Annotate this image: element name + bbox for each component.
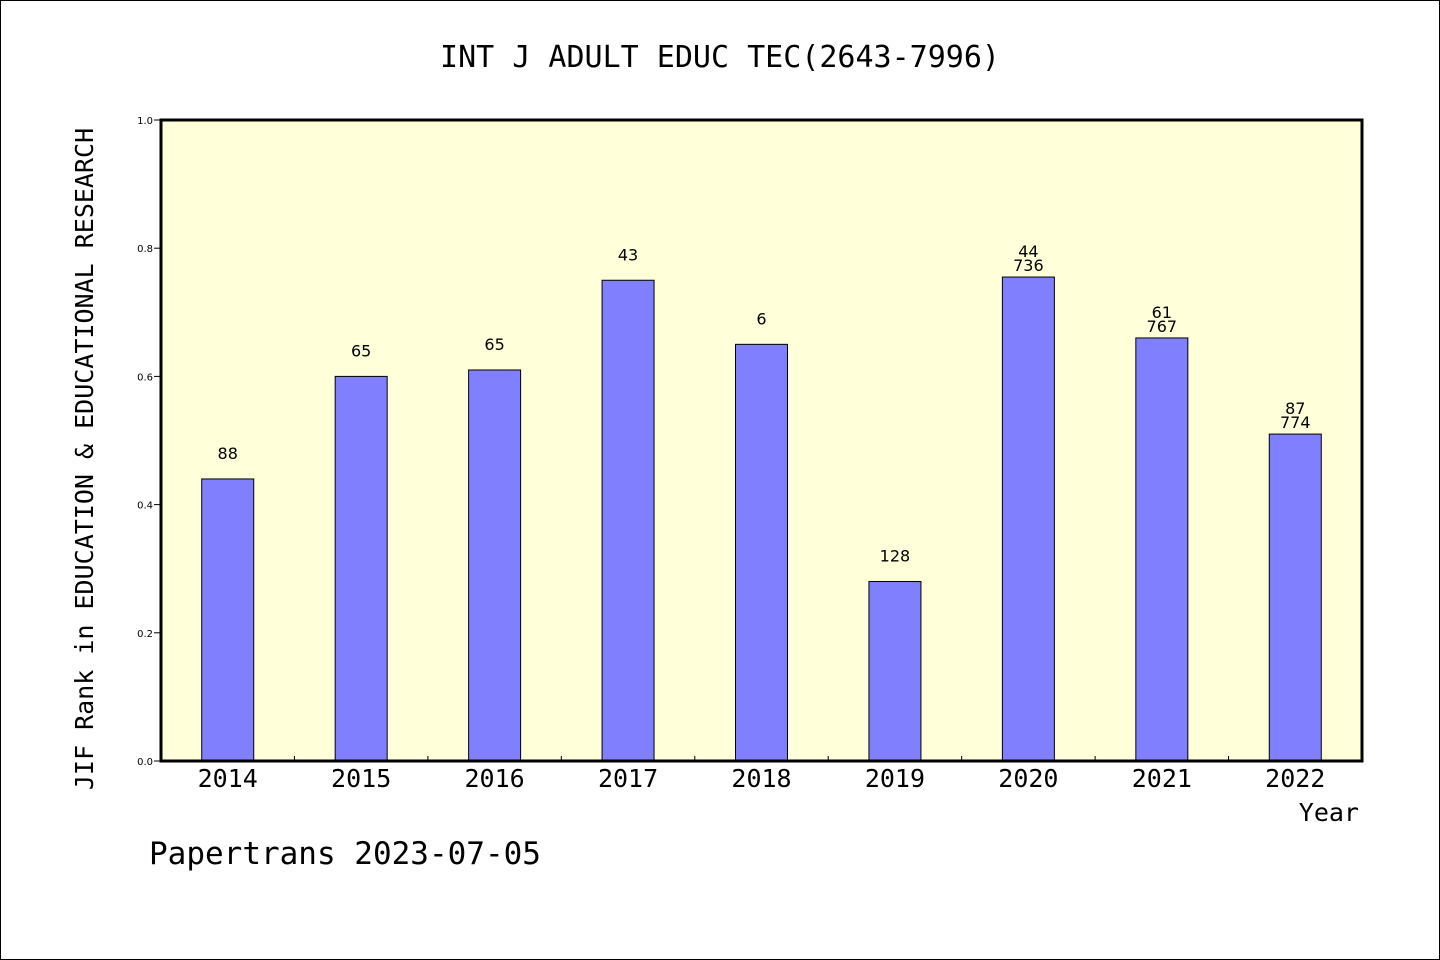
y-tick-label: 0.0 [137, 757, 153, 768]
bar-2019 [868, 581, 922, 762]
y-tick-label: 0.4 [137, 501, 153, 512]
data-label: 128 [880, 547, 911, 566]
data-label: 774 [1280, 413, 1311, 432]
y-tick-label: 1.0 [137, 116, 153, 127]
bar-2016 [468, 369, 522, 762]
data-label: 61 [1152, 303, 1172, 322]
data-label: 767 [1147, 317, 1178, 336]
data-label: 44 [1018, 242, 1038, 261]
x-tick-label: 2021 [1132, 764, 1192, 793]
data-label: 65 [484, 335, 504, 354]
x-tick-label: 2019 [865, 764, 925, 793]
data-label: 736 [1013, 256, 1044, 275]
bar-2021 [1135, 337, 1189, 762]
data-label: 88 [218, 444, 238, 463]
x-tick-label: 2017 [598, 764, 658, 793]
plot-border [159, 118, 1364, 763]
bar-2022 [1268, 433, 1322, 762]
y-tick-label: 0.2 [137, 629, 153, 640]
footer-credit: Papertrans 2023-07-05 [149, 836, 541, 872]
data-label: 87 [1285, 399, 1305, 418]
x-tick-label: 2022 [1265, 764, 1325, 793]
y-tick-label: 0.6 [137, 372, 153, 383]
data-label: 6 [756, 309, 766, 328]
bar-2020 [1001, 276, 1055, 762]
bars-layer [201, 276, 1322, 762]
x-tick-label: 2015 [331, 764, 391, 793]
x-tick-label: 2018 [731, 764, 791, 793]
data-label: 65 [351, 341, 371, 360]
y-axis-label: JIF Rank in EDUCATION & EDUCATIONAL RESE… [70, 128, 99, 790]
bar-2017 [601, 279, 655, 762]
x-tick-label: 2016 [465, 764, 525, 793]
bar-2018 [735, 343, 788, 762]
bar-2015 [334, 375, 388, 762]
data-label: 43 [618, 245, 638, 264]
x-tick-label: 2020 [998, 764, 1058, 793]
chart-title: INT J ADULT EDUC TEC(2643-7996) [440, 40, 1000, 75]
x-tick-label: 2014 [198, 764, 258, 793]
data-labels-layer: 2014 88 2015 65 2016 65 2017 43 2018 6 2019 128 2020… [198, 242, 1326, 793]
bar-2014 [201, 478, 255, 762]
y-tick-label: 0.8 [137, 244, 153, 255]
x-axis-label: Year [1299, 798, 1359, 827]
